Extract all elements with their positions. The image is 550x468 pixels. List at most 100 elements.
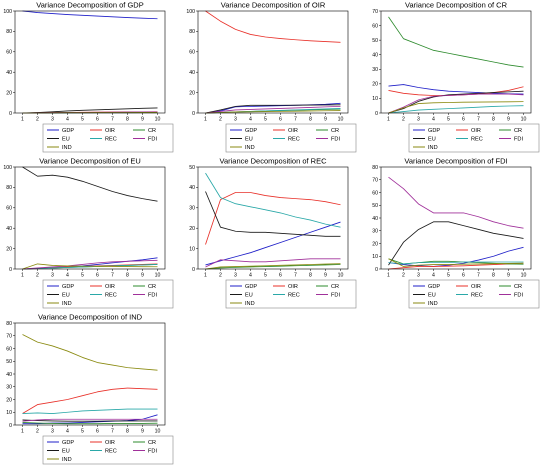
x-tick-label: 3 (234, 117, 237, 123)
x-tick-label: 6 (462, 273, 465, 279)
legend-label-oir: OIR (105, 284, 115, 290)
plot-frame (380, 166, 532, 270)
x-tick-label: 9 (141, 273, 144, 279)
chart-legend: GDP OIR CR EU REC FDI IND (225, 123, 357, 153)
x-tick-label: 10 (155, 429, 161, 435)
series-line-oir (388, 262, 524, 270)
y-tick-label: 40 (189, 185, 195, 191)
x-tick-label: 5 (81, 429, 84, 435)
x-tick-label: 3 (51, 117, 54, 123)
y-tick-label: 40 (189, 70, 195, 76)
legend-label-fdi: FDI (514, 137, 523, 143)
x-tick-label: 8 (309, 273, 312, 279)
chart-legend: GDP OIR CR EU REC FDI IND (408, 279, 540, 309)
series-line-fdi (388, 176, 524, 229)
y-tick-label: 50 (6, 359, 12, 365)
legend-label-cr: CR (148, 128, 156, 134)
x-tick-label: 1 (21, 117, 24, 123)
y-tick-label: 60 (6, 346, 12, 352)
y-tick-label: 30 (6, 385, 12, 391)
y-tick-label: 50 (372, 38, 378, 44)
chart-title: Variance Decomposition of GDP (36, 1, 143, 10)
plot-frame (14, 166, 166, 270)
chart-legend: GDP OIR CR EU REC FDI IND (42, 435, 174, 465)
chart-title: Variance Decomposition of FDI (404, 157, 507, 166)
x-tick-label: 9 (507, 117, 510, 123)
legend-label-eu: EU (245, 137, 253, 143)
legend-box (408, 123, 540, 153)
x-tick-label: 5 (447, 273, 450, 279)
chart-title: Variance Decomposition of REC (220, 157, 328, 166)
legend-label-rec: REC (471, 137, 483, 143)
series-line-eu (205, 191, 341, 237)
chart-panel-cr: Variance Decomposition of CR 0 10 20 30 40 50 6… (372, 1, 540, 153)
plot-frame (380, 10, 532, 114)
y-tick-label: 20 (189, 90, 195, 96)
series-line-oir (22, 387, 158, 414)
x-tick-label: 10 (338, 273, 344, 279)
series-line-rec (388, 105, 524, 114)
legend-label-rec: REC (288, 293, 300, 299)
y-tick-label: 70 (6, 334, 12, 340)
x-tick-label: 8 (492, 273, 495, 279)
legend-label-ind: IND (62, 457, 72, 463)
x-tick-label: 9 (324, 273, 327, 279)
legend-label-rec: REC (105, 449, 117, 455)
x-tick-label: 10 (155, 273, 161, 279)
series-line-cr (22, 422, 158, 425)
x-tick-label: 2 (36, 273, 39, 279)
chart-legend: GDP OIR CR EU REC FDI IND (42, 123, 174, 153)
y-tick-label: 80 (6, 185, 12, 191)
legend-label-gdp: GDP (245, 284, 257, 290)
x-tick-label: 1 (204, 117, 207, 123)
y-tick-label: 20 (6, 246, 12, 252)
series-line-fdi (205, 258, 341, 268)
y-tick-label: 60 (372, 190, 378, 196)
x-tick-label: 2 (36, 117, 39, 123)
x-tick-label: 1 (387, 117, 390, 123)
legend-label-eu: EU (428, 137, 436, 143)
y-tick-label: 80 (189, 29, 195, 35)
y-tick-label: 40 (6, 226, 12, 232)
plot-frame (14, 10, 166, 114)
series-line-rec (22, 263, 158, 270)
x-tick-label: 10 (338, 117, 344, 123)
y-tick-label: 60 (189, 50, 195, 56)
legend-label-fdi: FDI (148, 293, 157, 299)
x-tick-label: 3 (51, 273, 54, 279)
legend-label-eu: EU (62, 137, 70, 143)
y-tick-label: 30 (372, 67, 378, 73)
x-tick-label: 7 (111, 273, 114, 279)
legend-label-oir: OIR (288, 284, 298, 290)
series-line-fdi (388, 93, 524, 114)
y-tick-label: 10 (372, 254, 378, 260)
series-line-ind (388, 258, 524, 267)
x-tick-label: 2 (219, 117, 222, 123)
y-tick-label: 20 (372, 241, 378, 247)
x-tick-label: 8 (492, 117, 495, 123)
plot-frame (197, 10, 349, 114)
legend-box (225, 123, 357, 153)
x-tick-label: 10 (155, 117, 161, 123)
chart-legend: GDP OIR CR EU REC FDI IND (408, 123, 540, 153)
x-tick-label: 3 (234, 273, 237, 279)
series-line-eu (22, 166, 158, 202)
legend-label-ind: IND (62, 301, 72, 307)
x-tick-label: 9 (507, 273, 510, 279)
y-tick-label: 40 (6, 70, 12, 76)
series-line-ind (205, 110, 341, 114)
series-line-rec (22, 408, 158, 414)
x-tick-label: 1 (21, 429, 24, 435)
legend-label-ind: IND (245, 301, 255, 307)
legend-label-gdp: GDP (428, 128, 440, 134)
x-tick-label: 8 (126, 429, 129, 435)
x-tick-label: 4 (66, 273, 69, 279)
series-line-eu (205, 104, 341, 114)
legend-label-gdp: GDP (428, 284, 440, 290)
x-tick-label: 2 (36, 429, 39, 435)
x-tick-label: 5 (81, 117, 84, 123)
legend-label-eu: EU (62, 449, 70, 455)
y-tick-label: 60 (6, 50, 12, 56)
legend-label-ind: IND (245, 145, 255, 151)
series-line-cr (388, 16, 524, 68)
